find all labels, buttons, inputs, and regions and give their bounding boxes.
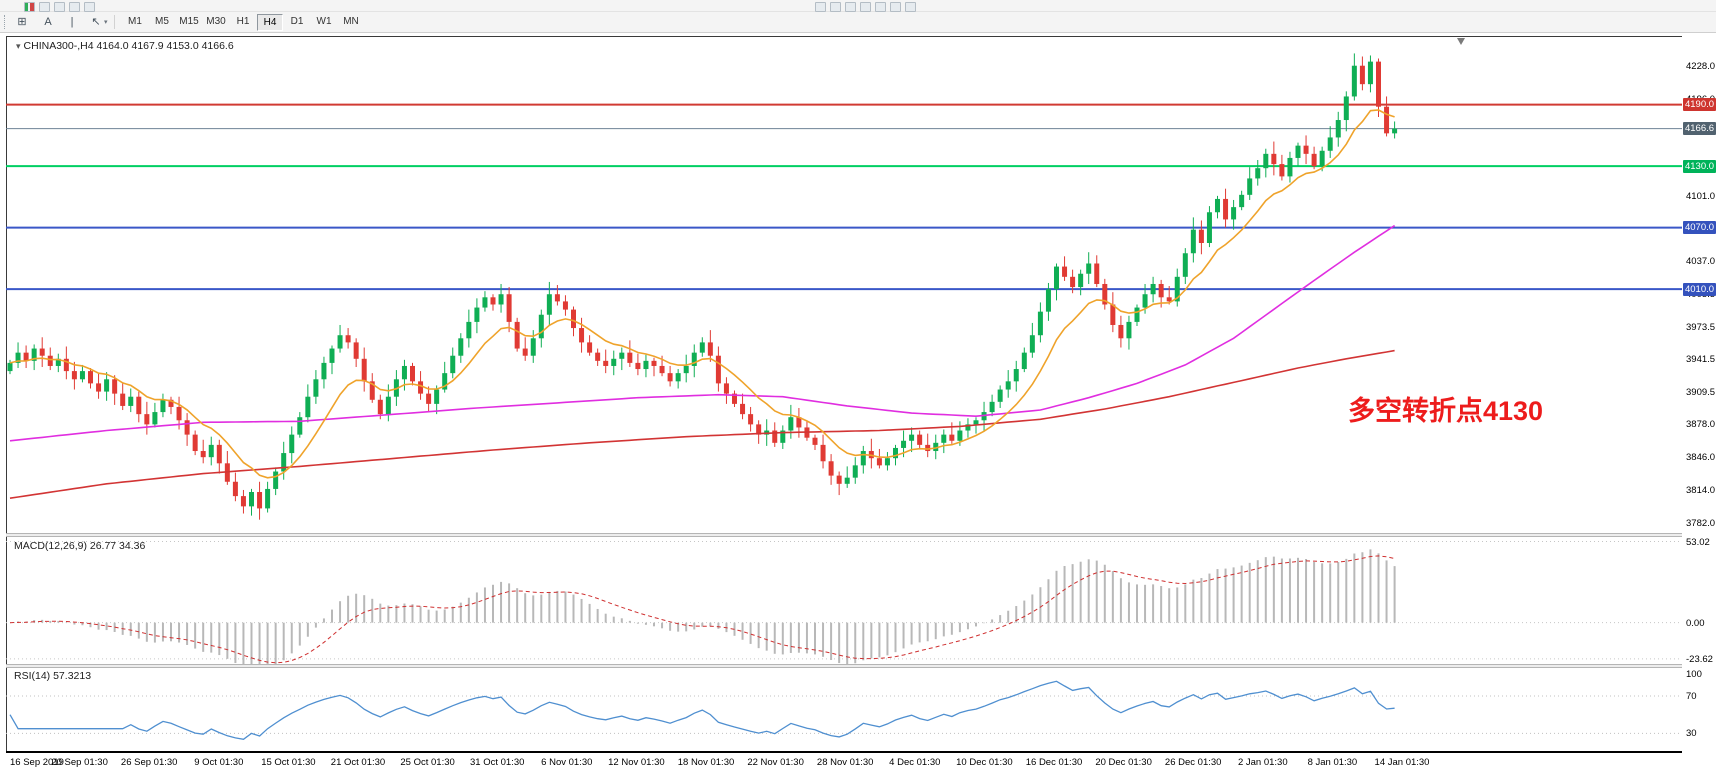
- zoom-in-icon[interactable]: [890, 2, 901, 12]
- tick-chart-icon[interactable]: [39, 2, 50, 12]
- price-axis[interactable]: 4228.04196.04164.54132.54101.04069.04037…: [1682, 33, 1716, 752]
- chart-title: ▾ CHINA300-,H4 4164.0 4167.9 4153.0 4166.…: [16, 40, 234, 52]
- text-tool-icon[interactable]: A: [44, 16, 52, 28]
- timeframe-button-mn[interactable]: MN: [343, 16, 359, 27]
- price-axis-label: 3941.5: [1686, 354, 1716, 366]
- time-axis[interactable]: 16 Sep 2019 20 Sep 01:30 26 Sep 01:30 9 Oct…: [6, 753, 1682, 779]
- timeframe-button-w1[interactable]: W1: [316, 16, 332, 27]
- macd-rsi-divider[interactable]: [6, 664, 1682, 668]
- macd-axis-label: -23.62: [1686, 653, 1713, 665]
- windows-grid-tool-icon[interactable]: ⊞: [17, 16, 27, 28]
- charts-palette-icon[interactable]: [24, 2, 35, 12]
- price-axis-label: 4228.0: [1686, 60, 1716, 72]
- time-axis-label: 8 Jan 01:30: [1307, 757, 1358, 768]
- time-axis-label: 10 Dec 01:30: [956, 757, 1013, 768]
- price-axis-label: 3973.5: [1686, 321, 1716, 333]
- price-axis-label: 3846.0: [1686, 452, 1716, 464]
- chart-frame-top: [6, 36, 1682, 37]
- rsi-panel-canvas[interactable]: [6, 668, 1682, 752]
- price-chart-canvas[interactable]: [6, 36, 1682, 533]
- profiles-icon[interactable]: [69, 2, 80, 12]
- time-axis-label: 26 Dec 01:30: [1164, 757, 1222, 768]
- price-badge: 4130.0: [1683, 159, 1716, 173]
- chart-title-text: CHINA300-,H4 4164.0 4167.9 4153.0 4166.6: [23, 40, 234, 52]
- time-axis-label: 14 Jan 01:30: [1374, 757, 1430, 768]
- time-axis-label: 12 Nov 01:30: [608, 757, 665, 768]
- rsi-axis-label: 100: [1686, 669, 1702, 680]
- rsi-axis-label: 30: [1686, 728, 1697, 740]
- timeframe-button-h4[interactable]: H4: [257, 14, 283, 31]
- indicators-list-icon[interactable]: [84, 2, 95, 12]
- time-axis-label: 15 Oct 01:30: [261, 757, 316, 768]
- rsi-indicator-label: RSI(14) 57.3213: [14, 670, 92, 682]
- rsi-axis-label: 70: [1686, 691, 1697, 702]
- toolbar-separator: [114, 15, 115, 29]
- zoom-out-icon[interactable]: [905, 2, 916, 12]
- macd-axis-label: 0.00: [1686, 617, 1705, 629]
- chart-frame-bottom: [6, 751, 1682, 753]
- auto-trading-icon[interactable]: [845, 2, 856, 12]
- timeframe-button-m30[interactable]: M30: [206, 16, 226, 27]
- price-axis-label: 3878.0: [1686, 419, 1716, 431]
- timeframe-button-m15[interactable]: M15: [179, 16, 199, 27]
- time-axis-label: 18 Nov 01:30: [677, 757, 735, 768]
- time-axis-label: 28 Nov 01:30: [816, 757, 874, 768]
- price-badge: 4190.0: [1683, 98, 1716, 112]
- vertical-line-tool-icon[interactable]: |: [70, 16, 74, 28]
- price-badge: 4166.6: [1683, 122, 1716, 136]
- price-axis-label: 3909.5: [1686, 387, 1716, 399]
- toolbar-grip[interactable]: [4, 15, 8, 29]
- time-axis-label: 2 Jan 01:30: [1237, 757, 1288, 768]
- chart-title-caret-icon[interactable]: ▾: [16, 41, 21, 51]
- timeframe-button-m1[interactable]: M1: [128, 16, 142, 27]
- macd-indicator-label: MACD(12,26,9) 26.77 34.36: [14, 540, 146, 552]
- time-axis-label: 6 Nov 01:30: [541, 757, 593, 768]
- price-axis-label: 4037.0: [1686, 256, 1716, 268]
- macd-axis-label: 53.02: [1686, 536, 1710, 548]
- chart-toolbar: ⊞ A | ↖ ▾ M1 M5 M15 M30 H1 H4 D1 W1 MN: [0, 12, 1716, 33]
- time-axis-label: 26 Sep 01:30: [120, 757, 178, 768]
- time-axis-label: 16 Sep 2019: [10, 757, 64, 768]
- time-axis-label: 20 Dec 01:30: [1095, 757, 1152, 768]
- crosshair-tool-icon[interactable]: [875, 2, 886, 12]
- timeframe-button-d1[interactable]: D1: [290, 16, 304, 27]
- standard-toolbar: [0, 0, 1716, 12]
- arrows-tool-caret-icon[interactable]: ▾: [104, 19, 108, 26]
- chart-text-annotation[interactable]: 多空转折点4130: [1348, 396, 1544, 426]
- time-axis-label: 31 Oct 01:30: [469, 757, 525, 768]
- time-axis-label: 20 Sep 01:30: [51, 757, 108, 768]
- price-axis-label: 3782.0: [1686, 517, 1716, 529]
- price-axis-label: 3814.0: [1686, 485, 1716, 496]
- time-axis-label: 21 Oct 01:30: [330, 757, 386, 768]
- timeframe-button-h1[interactable]: H1: [236, 16, 250, 27]
- price-axis-label: 4101.0: [1686, 190, 1716, 202]
- time-axis-label: 9 Oct 01:30: [194, 757, 244, 768]
- new-order-icon[interactable]: [815, 2, 826, 12]
- time-axis-label: 22 Nov 01:30: [747, 757, 804, 768]
- new-chart-icon[interactable]: [54, 2, 65, 12]
- time-axis-label: 25 Oct 01:30: [400, 757, 455, 768]
- arrows-tool-icon[interactable]: ↖: [91, 16, 101, 28]
- time-axis-label: 16 Dec 01:30: [1025, 757, 1083, 768]
- time-axis-label: 4 Dec 01:30: [889, 757, 941, 768]
- price-badge: 4070.0: [1683, 221, 1716, 235]
- chart-frame-left: [6, 36, 7, 752]
- chart-window-icon[interactable]: [830, 2, 841, 12]
- macd-panel-canvas[interactable]: [6, 537, 1682, 664]
- timeframe-button-m5[interactable]: M5: [155, 16, 169, 27]
- price-badge: 4010.0: [1683, 282, 1716, 296]
- main-macd-divider[interactable]: [6, 533, 1682, 537]
- cursor-tool-icon[interactable]: [860, 2, 871, 12]
